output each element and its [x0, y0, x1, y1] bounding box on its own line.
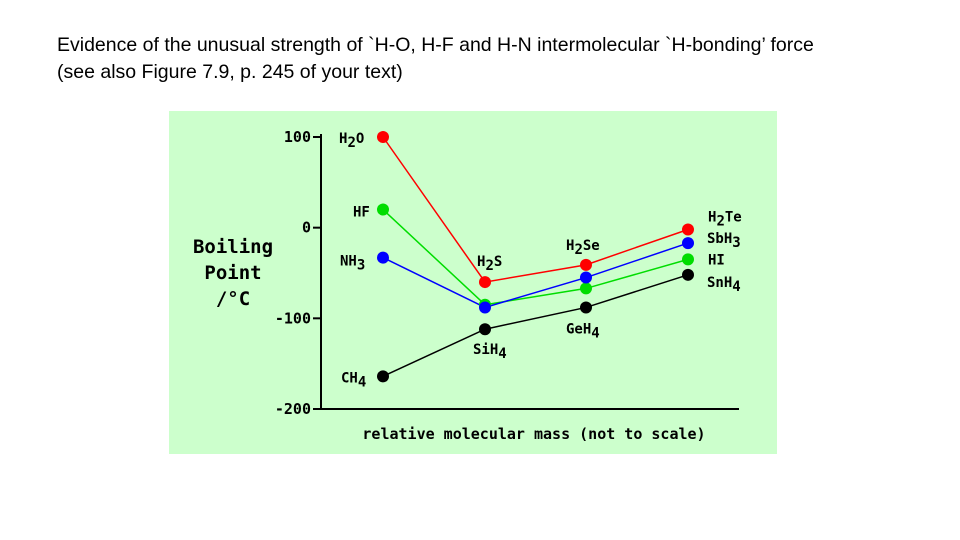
data-point: [377, 370, 389, 383]
data-point: [682, 237, 694, 250]
data-point: [580, 258, 592, 271]
chart-panel: Boiling Point /°C relative molecular mas…: [169, 111, 777, 454]
boiling-point-chart: Boiling Point /°C relative molecular mas…: [193, 128, 742, 443]
slide-title: Evidence of the unusual strength of `H-O…: [57, 32, 937, 86]
y-axis-label-line-2: Point: [204, 262, 261, 284]
data-label: SiH4: [473, 342, 507, 362]
data-label: SnH4: [707, 275, 741, 295]
y-axis-label-line-3: /°C: [216, 288, 250, 310]
data-point: [580, 271, 592, 284]
data-label: H2Te: [708, 209, 742, 229]
series-line: [382, 242, 689, 309]
data-point: [377, 131, 389, 143]
series-line: [382, 136, 689, 283]
data-label: CH4: [341, 370, 366, 390]
y-tick-label: -200: [275, 400, 311, 418]
slide-title-line-2: (see also Figure 7.9, p. 245 of your tex…: [57, 61, 403, 83]
data-label: SbH3: [707, 231, 741, 251]
data-point: [682, 223, 694, 236]
data-label: HI: [708, 252, 725, 268]
data-point: [479, 323, 491, 336]
y-tick-label: -100: [275, 309, 311, 327]
data-label: GeH4: [566, 321, 600, 341]
data-point: [377, 203, 389, 216]
data-point: [580, 282, 592, 295]
data-label: HF: [353, 205, 370, 221]
data-label: H2S: [477, 254, 502, 274]
data-label: H2Se: [566, 238, 600, 258]
data-label: H2O: [339, 131, 364, 151]
data-point: [682, 268, 694, 281]
y-tick-label: 100: [284, 128, 311, 146]
data-point: [682, 253, 694, 266]
y-tick-label: 0: [302, 219, 311, 237]
data-point: [479, 301, 491, 314]
data-label: NH3: [340, 254, 365, 274]
x-axis-label: relative molecular mass (not to scale): [362, 425, 705, 443]
series-line: [382, 208, 689, 306]
data-point: [377, 251, 389, 264]
y-axis-label-line-1: Boiling: [193, 236, 273, 258]
data-point: [580, 301, 592, 314]
series-line: [382, 274, 689, 378]
data-point: [479, 276, 491, 289]
slide-title-line-1: Evidence of the unusual strength of `H-O…: [57, 34, 814, 56]
